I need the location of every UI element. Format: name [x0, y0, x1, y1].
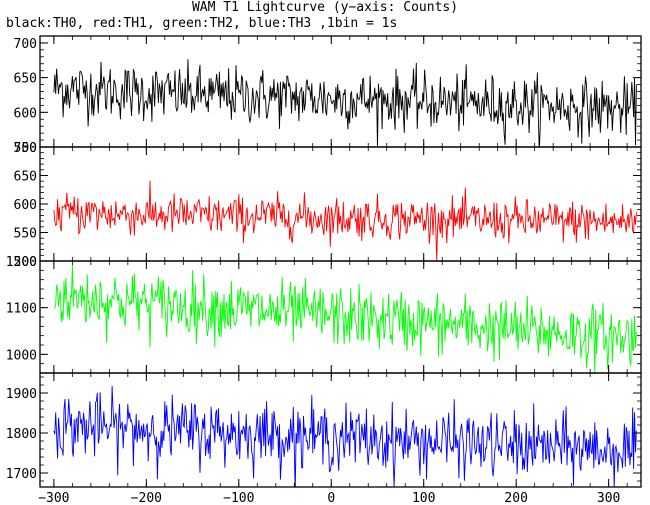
y-tick-label: 1100	[6, 302, 37, 317]
panel-0: 550 600 650 700	[14, 35, 642, 156]
series-line-0	[53, 59, 637, 147]
x-tick-label: 200	[504, 491, 527, 505]
y-tick-label: 1000	[6, 348, 37, 363]
panel-2: 1000 1100 1200	[6, 255, 642, 374]
panel-frame-2	[39, 260, 642, 374]
chart-title: WAM T1 Lightcurve (y−axis: Counts)	[191, 0, 459, 15]
y-tick-label: 550	[14, 227, 37, 242]
y-tick-label: 1900	[6, 387, 37, 402]
y-tick-label: 600	[14, 198, 37, 213]
chart-subtitle: black:TH0, red:TH1, green:TH2, blue:TH3 …	[6, 16, 398, 31]
panel-frame-3	[39, 372, 642, 488]
y-tick-label: 1800	[6, 427, 37, 442]
x-tick-label: 0	[327, 491, 335, 505]
y-tick-label: 650	[14, 72, 37, 87]
x-tick-label: −200	[131, 491, 162, 505]
series-line-1	[53, 180, 637, 261]
panel-3: 1700 1800 1900 −300 −200 −100 0 100 200 300	[6, 372, 642, 505]
panel-frame-1	[39, 146, 642, 262]
y-tick-label: 1200	[6, 255, 37, 270]
y-tick-label: 700	[14, 141, 37, 156]
series-line-3	[53, 385, 637, 487]
series-line-2	[53, 264, 637, 373]
panel-frame-0	[39, 35, 642, 148]
x-tick-label: −100	[223, 491, 254, 505]
x-tick-label: −300	[38, 491, 69, 505]
y-tick-label: 550	[14, 141, 37, 156]
y-tick-label: 500	[14, 255, 37, 270]
x-tick-label: 300	[597, 491, 620, 505]
panel-1: 500 550 600 650 700	[14, 141, 642, 270]
y-tick-label: 700	[14, 37, 37, 52]
y-tick-label: 600	[14, 106, 37, 121]
x-tick-label: 100	[412, 491, 435, 505]
y-tick-label: 1700	[6, 467, 37, 482]
y-tick-label: 650	[14, 170, 37, 185]
